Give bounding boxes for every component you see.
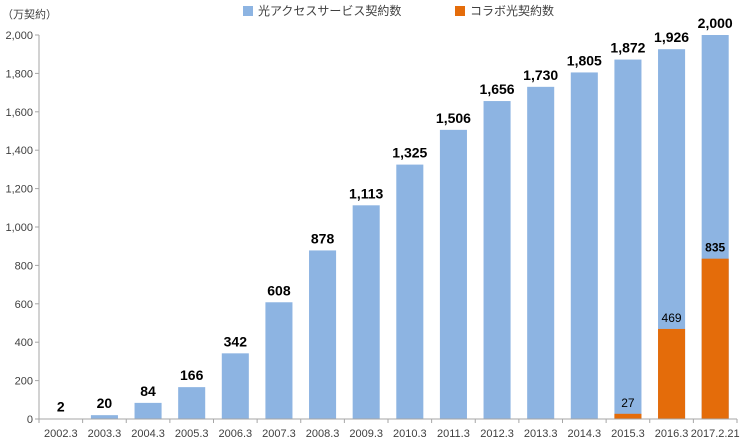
- data-label-fiber: 342: [224, 333, 248, 349]
- data-label-fiber: 166: [180, 367, 204, 383]
- x-tick-label: 2004.3: [131, 428, 165, 440]
- x-tick-label: 2016.3: [655, 428, 689, 440]
- x-tick-label: 2017.2.21: [691, 428, 740, 440]
- y-tick-label: 200: [15, 376, 33, 388]
- data-label-fiber: 1,872: [610, 40, 645, 56]
- y-tick-label: 1,000: [5, 222, 33, 234]
- y-tick-label: 0: [27, 414, 33, 426]
- legend-label-fiber: 光アクセスサービス契約数: [258, 3, 401, 18]
- x-tick-label: 2014.3: [567, 428, 601, 440]
- bar-fiber: [309, 250, 337, 419]
- bar-collab: [614, 413, 642, 419]
- x-axis: 2002.3 2003.3 2004.3 2005.3 2006.3 2007.3 2008…: [38, 418, 740, 440]
- data-label-fiber: 608: [267, 282, 291, 298]
- y-tick-label: 800: [15, 260, 33, 272]
- data-label-fiber: 878: [311, 230, 335, 246]
- bar-fiber: [527, 86, 555, 419]
- x-tick-label: 2011.3: [437, 428, 470, 440]
- data-labels: 2 20 84 166 342 608 878 1,113 1,325 1,506 1,656 1,7…: [57, 15, 733, 415]
- data-label-collab: 835: [705, 241, 725, 255]
- legend-swatch-fiber: [243, 6, 253, 16]
- x-tick-label: 2015.3: [611, 428, 645, 440]
- y-tick-label: 1,200: [5, 184, 33, 196]
- bar-fiber: [352, 205, 380, 419]
- data-label-collab: 469: [662, 311, 682, 325]
- y-tick-label: 1,600: [5, 107, 33, 119]
- x-tick-label: 2007.3: [262, 428, 296, 440]
- x-tick-label: 2006.3: [218, 428, 252, 440]
- y-tick-label: 1,400: [5, 145, 33, 157]
- legend-swatch-collab: [455, 6, 465, 16]
- data-label-fiber: 1,805: [567, 52, 602, 68]
- bar-fiber: [483, 101, 511, 419]
- bar-fiber: [396, 164, 424, 419]
- bar-collab: [658, 328, 686, 419]
- bar-fiber: [570, 72, 598, 419]
- y-tick-label: 400: [15, 337, 33, 349]
- x-tick-label: 2009.3: [349, 428, 383, 440]
- bar-fiber: [614, 59, 642, 420]
- bars: [47, 35, 729, 420]
- data-label-fiber: 1,730: [523, 67, 558, 83]
- data-label-fiber: 2,000: [698, 15, 733, 31]
- bar-fiber: [439, 129, 467, 419]
- legend-label-collab: コラボ光契約数: [470, 3, 554, 18]
- x-tick-label: 2012.3: [480, 428, 514, 440]
- y-axis-unit-label: （万契約）: [2, 7, 57, 21]
- bar-fiber: [265, 302, 293, 419]
- y-tick-label: 1,800: [5, 68, 33, 80]
- data-label-collab: 27: [621, 396, 635, 410]
- legend: 光アクセスサービス契約数 コラボ光契約数: [243, 3, 554, 18]
- bar-fiber: [90, 415, 118, 419]
- y-tick-label: 600: [15, 299, 33, 311]
- bar-collab: [701, 258, 729, 419]
- data-label-fiber: 1,325: [392, 145, 427, 161]
- data-label-fiber: 1,506: [436, 110, 471, 126]
- x-tick-label: 2002.3: [44, 428, 78, 440]
- data-label-fiber: 1,926: [654, 29, 689, 45]
- data-label-fiber: 1,113: [349, 185, 383, 201]
- y-axis: 0 200 400 600 800 1,000 1,200 1,400 1,600 1,800 2,…: [5, 30, 40, 426]
- x-tick-label: 2003.3: [88, 428, 122, 440]
- x-tick-label: 2013.3: [524, 428, 558, 440]
- bar-fiber: [178, 387, 206, 419]
- data-label-fiber: 2: [57, 399, 65, 415]
- x-tick-label: 2010.3: [393, 428, 427, 440]
- data-label-fiber: 1,656: [480, 81, 515, 97]
- x-tick-label: 2008.3: [306, 428, 340, 440]
- y-tick-label: 2,000: [5, 30, 33, 42]
- x-tick-label: 2005.3: [175, 428, 209, 440]
- bar-fiber: [221, 353, 249, 419]
- bar-fiber: [134, 402, 162, 419]
- data-label-fiber: 20: [97, 395, 113, 411]
- data-label-fiber: 84: [140, 383, 156, 399]
